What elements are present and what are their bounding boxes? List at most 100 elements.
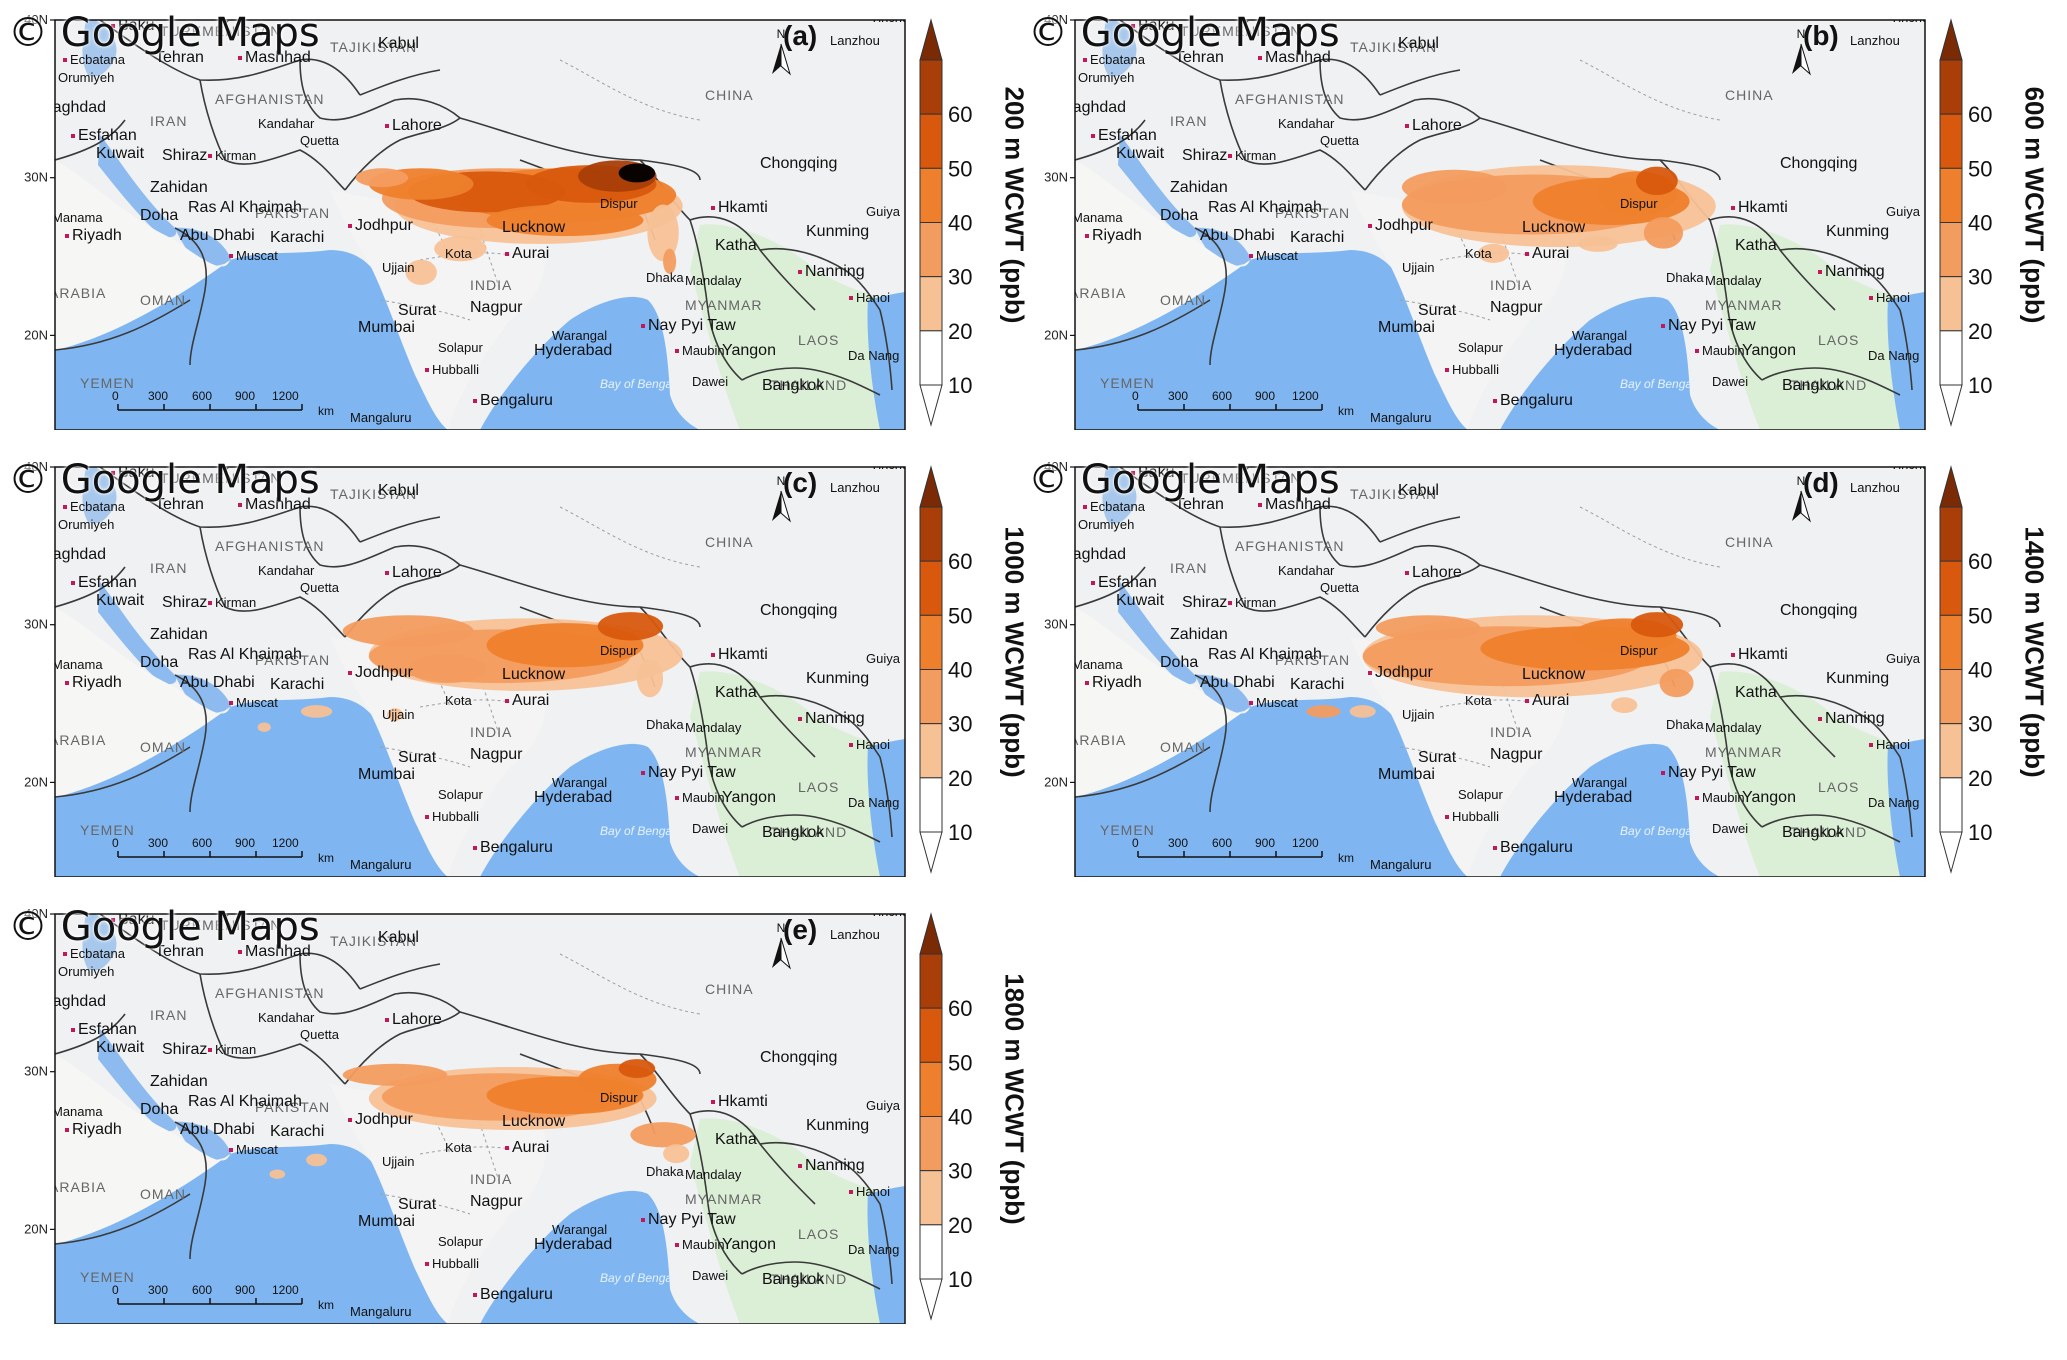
city-label: Maubin (682, 790, 725, 805)
city-dot (45, 216, 49, 220)
wcwt-concentration-field (355, 160, 683, 285)
city-dot (385, 571, 389, 575)
lat-tick-label: 20N (1044, 327, 1068, 342)
panel-letter: (d) (1803, 467, 1839, 498)
city-label: Dispur (1620, 643, 1658, 658)
city-dot (1091, 581, 1095, 585)
country-label: AFGHANISTAN (1235, 91, 1345, 107)
city-label: Solapur (438, 1234, 483, 1249)
map-canvas: TURKMENISTAN TAJIKISTAN AFGHANISTAN IRAN… (24, 906, 972, 1324)
city-label: Jodhpur (1375, 664, 1433, 681)
city-label: Kota (1465, 693, 1493, 708)
country-label: OMAN (140, 1186, 186, 1202)
city-label: Nagpur (470, 1193, 523, 1210)
city-label: Ashgabat (200, 455, 255, 470)
concentration-blob (636, 659, 664, 698)
city-label: Bengaluru (480, 392, 553, 409)
city-dot (71, 581, 75, 585)
google-maps-watermark: © Google Maps (8, 10, 320, 56)
panel-letter: (e) (783, 914, 818, 945)
city-label: Nanning (805, 710, 865, 727)
colorbar-over-triangle (919, 18, 943, 61)
concentration-blob (300, 705, 333, 718)
country-label: PAKISTAN (1275, 205, 1350, 221)
city-dot (1493, 399, 1497, 403)
city-label: Guiya (866, 204, 901, 219)
city-label: Jodhpur (1375, 217, 1433, 234)
concentration-blob (342, 1063, 448, 1086)
city-label: Tehran (155, 496, 204, 513)
country-label: PAKISTAN (255, 1099, 330, 1115)
city-label: Ashgabat (200, 8, 255, 23)
city-label: Da Nang (848, 795, 899, 810)
map-area: TURKMENISTAN TAJIKISTAN AFGHANISTAN IRAN… (1075, 467, 1925, 877)
country-label: I ARABIA (40, 285, 106, 301)
city-dot (348, 671, 352, 675)
city-label: Kirman (215, 1042, 256, 1057)
arabian-sea (55, 250, 448, 430)
colorbar-segment (1939, 614, 1963, 670)
country-labels: TURKMENISTAN TAJIKISTAN AFGHANISTAN IRAN… (1060, 23, 1866, 393)
colorbar-tick-label: 60 (948, 549, 972, 574)
city-label: Da Nang (848, 1242, 899, 1257)
city-dot (1228, 154, 1232, 158)
country-label: MYANMAR (1705, 744, 1783, 760)
city-dot (238, 503, 242, 507)
city-label: Lucknow (1522, 666, 1586, 683)
city-label: Kota (445, 1140, 473, 1155)
colorbar-segment (1939, 276, 1963, 332)
colorbar-segment (1939, 59, 1963, 115)
scale-unit: km (1338, 851, 1354, 865)
scale-label: 900 (1255, 836, 1275, 850)
country-label: IRAN (150, 113, 187, 129)
arabian-sea (55, 697, 448, 877)
panel-letter: (c) (783, 467, 818, 498)
scale-label: 900 (1255, 389, 1275, 403)
city-label: Hyderabad (534, 342, 612, 359)
city-label: Shiraz (1182, 594, 1227, 611)
city-dot (1258, 503, 1262, 507)
city-label: Mandalay (1705, 720, 1762, 735)
city-label: Dawei (692, 374, 728, 389)
city-label: Nanning (1825, 263, 1885, 280)
city-label: Bangkok (762, 377, 825, 394)
city-dot (208, 154, 212, 158)
scale-label: 300 (148, 1283, 168, 1297)
country-label: AFGHANISTAN (215, 538, 325, 554)
scale-label: 600 (192, 1283, 212, 1297)
city-label: Doha (140, 654, 178, 671)
city-label: Nagpur (1490, 746, 1543, 763)
country-label: YEMEN (1100, 822, 1155, 838)
city-label: Chongqing (1780, 155, 1857, 172)
city-dot (1869, 296, 1873, 300)
colorbar-segment (919, 276, 943, 332)
city-dot (641, 771, 645, 775)
lat-tick-label: 20N (1044, 774, 1068, 789)
city-label: Kirman (215, 595, 256, 610)
country-label: IRAN (1170, 113, 1207, 129)
colorbar-tick-label: 60 (948, 102, 972, 127)
colorbar-segment (919, 1170, 943, 1226)
city-label: Surat (398, 1196, 437, 1213)
map-canvas: TURKMENISTAN TAJIKISTAN AFGHANISTAN IRAN… (24, 8, 972, 430)
city-label: Ecbatana (1090, 499, 1146, 514)
lat-tick-label: 20N (24, 1221, 48, 1236)
city-label: Chongqing (1780, 602, 1857, 619)
city-label: Lanzhou (830, 927, 880, 942)
country-label: CHINA (1725, 87, 1774, 103)
concentration-blob (1401, 169, 1507, 205)
country-label: I ARABIA (1060, 285, 1126, 301)
city-label: Ras Al Khaimah (1208, 646, 1322, 663)
colorbar-label: 600 m WCWT (ppb) (2019, 86, 2050, 324)
city-label: Esfahan (78, 574, 137, 591)
city-label: Bangkok (1782, 377, 1845, 394)
colorbar-segment (919, 1224, 943, 1280)
city-dot (1525, 699, 1529, 703)
city-label: Mangaluru (350, 857, 411, 872)
city-label: Abu Dhabi (180, 674, 255, 691)
colorbar-segment (919, 222, 943, 278)
city-label: Dhaka (1666, 717, 1704, 732)
city-label: Lanzhou (830, 480, 880, 495)
city-dot (238, 56, 242, 60)
city-label: Manama (1072, 210, 1123, 225)
